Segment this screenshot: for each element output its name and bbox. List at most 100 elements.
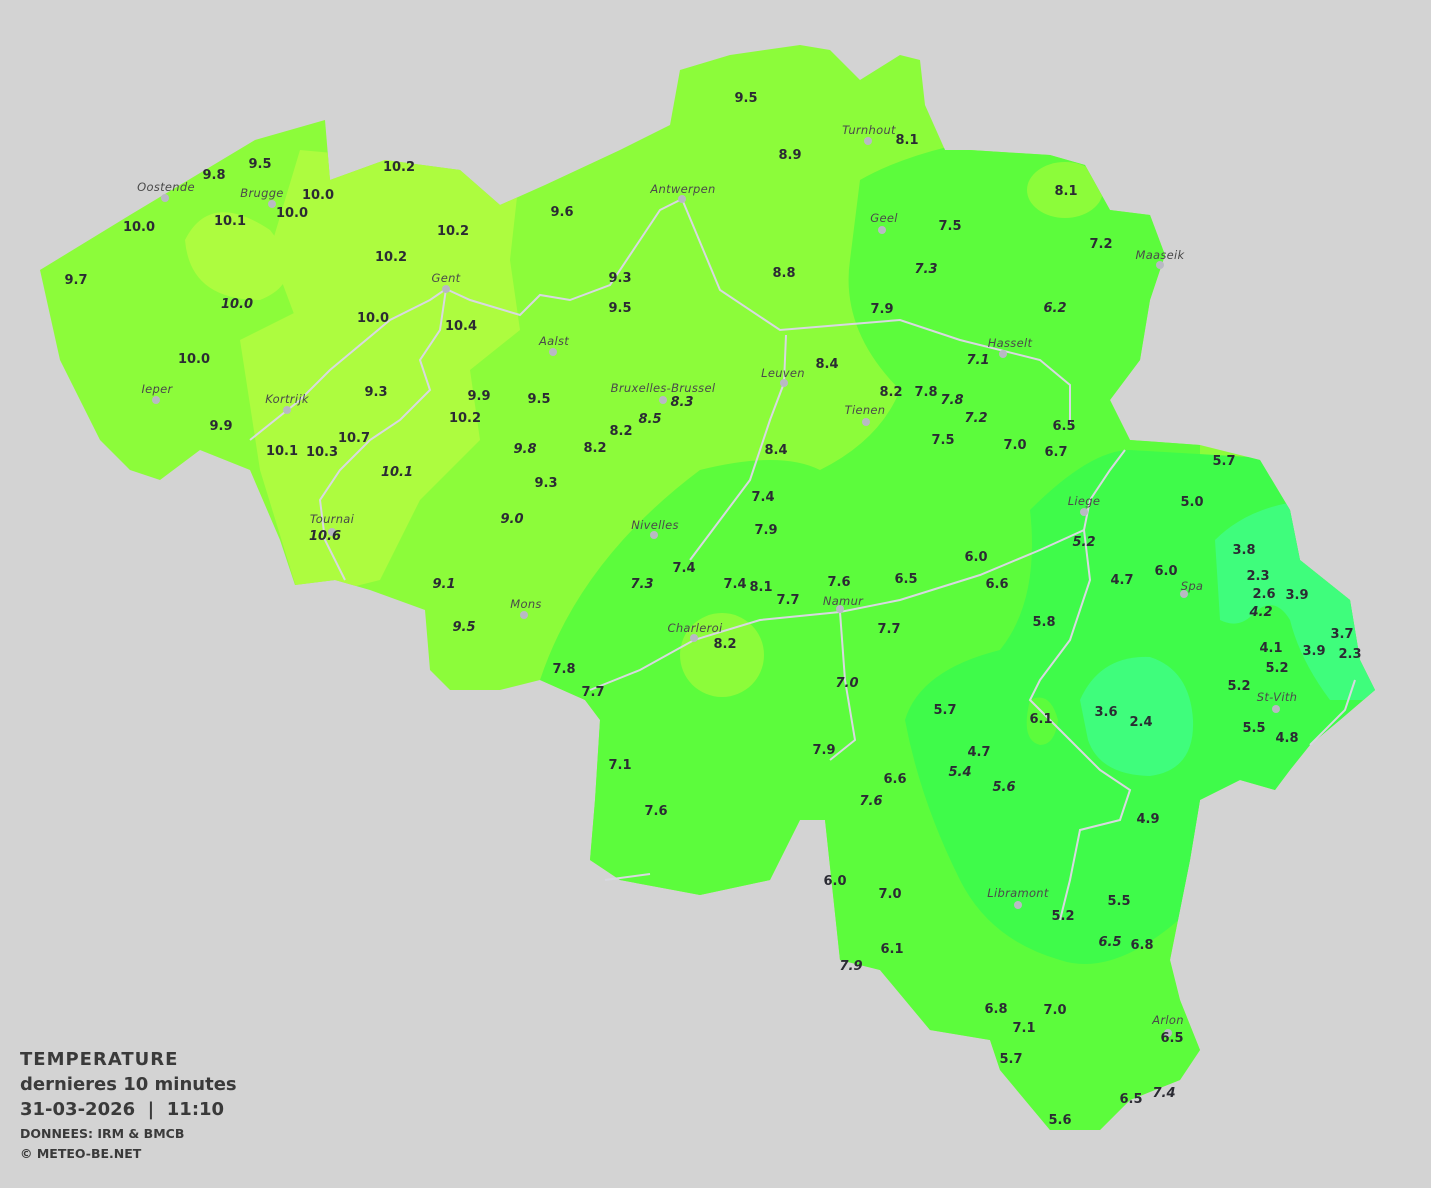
station-temperature: 10.2 [374, 250, 408, 265]
station-temperature: 4.8 [1275, 731, 1299, 746]
station-temperature: 10.1 [213, 214, 247, 229]
station-temperature: 2.3 [1246, 569, 1270, 584]
city-marker-icon [999, 350, 1007, 358]
city-label: Tienen [844, 403, 886, 417]
station-temperature: 5.5 [1242, 721, 1266, 736]
station-temperature: 5.0 [1180, 495, 1204, 510]
band-2-4-center [1080, 656, 1194, 776]
station-temperature: 8.2 [609, 424, 633, 439]
station-temperature: 6.5 [1052, 419, 1076, 434]
station-temperature: 9.5 [452, 620, 476, 635]
station-temperature: 2.4 [1129, 715, 1153, 730]
city-marker-icon [678, 195, 686, 203]
city-marker-icon [161, 194, 169, 202]
station-temperature: 7.8 [940, 393, 964, 408]
band-8-10-charleroi [680, 613, 764, 697]
city-marker-icon [152, 396, 160, 404]
station-temperature: 7.9 [839, 959, 863, 974]
city-label: Nivelles [631, 518, 679, 532]
station-temperature: 9.5 [608, 301, 632, 316]
city-label: Geel [870, 211, 898, 225]
station-temperature: 6.0 [964, 550, 988, 565]
station-temperature: 5.2 [1227, 679, 1251, 694]
city-label: Liege [1067, 494, 1101, 508]
station-temperature: 3.8 [1232, 543, 1256, 558]
station-temperature: 9.7 [64, 273, 88, 288]
station-temperature: 5.2 [1072, 535, 1096, 550]
station-temperature: 7.4 [723, 577, 747, 592]
station-temperature: 7.4 [1152, 1086, 1176, 1101]
rivers [249, 198, 1356, 921]
station-temperature: 8.2 [713, 637, 737, 652]
station-temperature: 7.4 [751, 490, 775, 505]
city-label: Tournai [309, 512, 355, 526]
city-marker-icon [1080, 508, 1088, 516]
city-label: Arlon [1152, 1013, 1184, 1027]
station-temperature: 4.7 [1110, 573, 1134, 588]
station-temperature: 9.6 [550, 205, 574, 220]
station-temperature: 9.8 [202, 168, 226, 183]
city-marker-icon [549, 348, 557, 356]
station-temperature: 3.9 [1302, 644, 1326, 659]
legend-copyright: © METEO-BE.NET [20, 1146, 142, 1161]
station-temperature: 8.4 [764, 443, 788, 458]
band-6-8-patch [1026, 697, 1058, 745]
station-temperature: 10.1 [265, 444, 299, 459]
station-temperature: 5.7 [1212, 454, 1236, 469]
legend-title: TEMPERATURE [20, 1049, 179, 1070]
city-marker-icon [862, 418, 870, 426]
city-label: Oostende [137, 180, 195, 194]
station-temperature: 6.8 [984, 1002, 1008, 1017]
city-label: Hasselt [987, 336, 1033, 350]
station-temperature: 10.0 [122, 220, 156, 235]
station-temperature: 7.0 [835, 676, 859, 691]
station-temperature: 7.5 [931, 433, 955, 448]
station-temperature: 9.5 [527, 392, 551, 407]
station-temperature: 7.7 [877, 622, 901, 637]
station-temperature: 8.5 [638, 412, 662, 427]
station-temperature: 6.1 [880, 942, 904, 957]
city-marker-icon [1014, 901, 1022, 909]
station-temperature: 8.1 [749, 580, 773, 595]
station-temperature: 7.1 [608, 758, 632, 773]
station-temperature: 5.5 [1107, 894, 1131, 909]
station-temperature: 6.6 [883, 772, 907, 787]
station-temperature: 10.1 [380, 465, 414, 480]
station-temperature: 7.0 [1043, 1003, 1067, 1018]
station-temperature: 7.8 [552, 662, 576, 677]
station-temperature: 6.2 [1043, 301, 1067, 316]
city-marker-icon [442, 285, 450, 293]
city-label: Leuven [761, 366, 805, 380]
band-8-10-ne [1027, 162, 1103, 218]
station-temperature: 7.6 [859, 794, 883, 809]
station-temperature: 7.7 [776, 593, 800, 608]
station-temperature: 9.3 [608, 271, 632, 286]
city-marker-icon [836, 605, 844, 613]
city-label: St-Vith [1256, 690, 1298, 704]
station-temperature: 9.3 [534, 476, 558, 491]
station-temperature: 6.5 [894, 572, 918, 587]
city-marker-icon [878, 226, 886, 234]
station-temperature: 3.6 [1094, 705, 1118, 720]
legend-subtitle: dernieres 10 minutes [20, 1074, 237, 1095]
station-temperature: 8.2 [583, 441, 607, 456]
legend-datetime: 31-03-2026 | 11:10 [20, 1099, 225, 1120]
station-temperature: 6.0 [1154, 564, 1178, 579]
city-label: Brugge [240, 186, 284, 200]
city-marker-icon [1180, 590, 1188, 598]
legend-source: DONNEES: IRM & BMCB [20, 1126, 185, 1141]
station-temperature: 8.8 [772, 266, 796, 281]
station-temperature: 6.5 [1119, 1092, 1143, 1107]
station-temperature: 6.6 [985, 577, 1009, 592]
station-temperature: 9.3 [364, 385, 388, 400]
station-temperature: 8.2 [879, 385, 903, 400]
city-label: Kortrijk [265, 392, 309, 406]
city-label: Ieper [141, 382, 173, 396]
station-temperature: 9.1 [432, 577, 456, 592]
station-temperature: 10.0 [220, 297, 254, 312]
station-temperature: 3.7 [1330, 627, 1354, 642]
station-temperature: 5.7 [999, 1052, 1023, 1067]
city-label: Mons [510, 597, 542, 611]
station-temperature: 10.0 [301, 188, 335, 203]
station-temperature: 10.0 [275, 206, 309, 221]
